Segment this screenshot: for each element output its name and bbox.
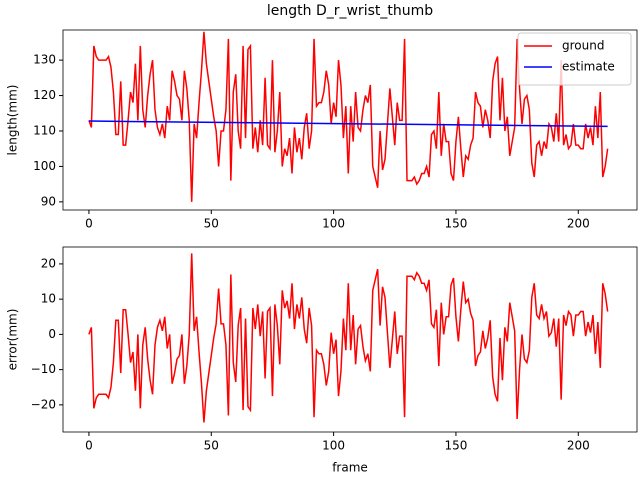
series-line (88, 31, 609, 202)
series-line (88, 120, 608, 128)
x-tick-label: 200 (567, 217, 590, 231)
series-line (88, 253, 609, 423)
axes-frame (62, 246, 638, 433)
y-tick-label: 10 (41, 292, 56, 306)
x-tick-label: 150 (444, 217, 467, 231)
y-tick-label: 0 (48, 327, 56, 341)
y-tick-label: 20 (41, 256, 56, 270)
axes-frame (62, 29, 638, 211)
y-tick-label: −10 (31, 362, 56, 376)
x-axis-label: frame (332, 461, 368, 475)
y-tick-label: 120 (33, 88, 56, 102)
x-tick-label: 50 (204, 217, 219, 231)
y-axis-label: error(mm) (6, 309, 20, 371)
x-tick-label: 200 (567, 439, 590, 453)
y-tick-label: 130 (33, 53, 56, 67)
x-tick-label: 100 (322, 217, 345, 231)
y-axis-label: length(mm) (6, 85, 20, 156)
x-tick-label: 50 (204, 439, 219, 453)
legend-label: ground (562, 39, 604, 53)
y-tick-label: 100 (33, 159, 56, 173)
x-tick-label: 0 (85, 439, 93, 453)
y-tick-label: 90 (41, 194, 56, 208)
x-tick-label: 0 (85, 217, 93, 231)
x-tick-label: 100 (322, 439, 345, 453)
y-tick-label: −20 (31, 397, 56, 411)
x-tick-label: 150 (444, 439, 467, 453)
chart-title: length D_r_wrist_thumb (267, 3, 433, 19)
legend-label: estimate (562, 60, 615, 74)
y-tick-label: 110 (33, 123, 56, 137)
